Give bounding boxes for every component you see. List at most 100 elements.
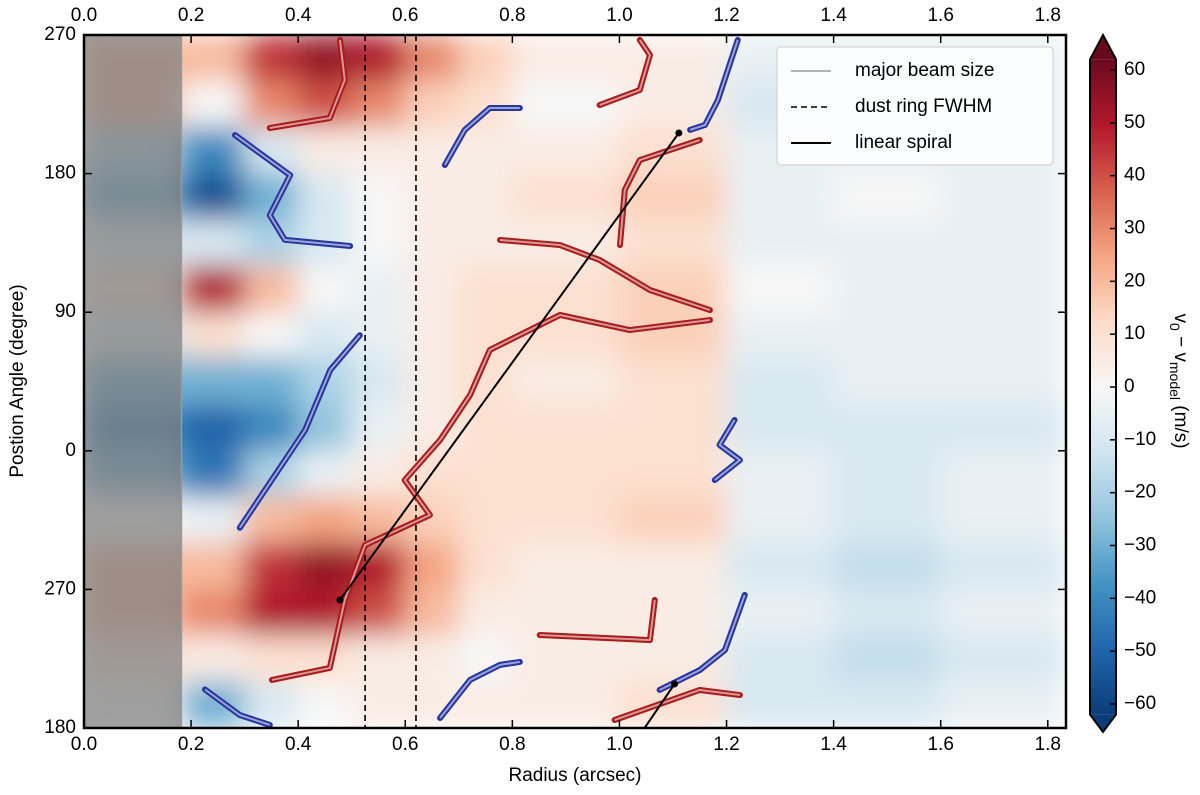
plot-frame: [82, 33, 1068, 730]
heatmap-cell: [511, 635, 620, 683]
heatmap-cell: [511, 126, 620, 175]
heatmap-cell: [351, 126, 406, 175]
heatmap-cell: [180, 542, 246, 590]
heatmap-cell: [458, 496, 513, 544]
heatmap-cell: [618, 450, 728, 498]
colorbar-outline: [1089, 32, 1117, 734]
heatmap-cell: [351, 681, 406, 728]
heatmap-cell: [940, 404, 1066, 452]
heatmap-cell: [244, 311, 299, 359]
heatmap-cell: [618, 265, 728, 313]
heatmap-cell: [833, 635, 942, 683]
contour-inner: [234, 134, 351, 247]
heatmap-cell: [404, 311, 460, 359]
label-part: 0: [1167, 323, 1183, 331]
colorbar-extend-top: [1090, 35, 1116, 60]
y-tick-label: 180: [44, 717, 76, 738]
contour-inner: [238, 334, 361, 529]
colorbar-tick-label: −50: [1124, 640, 1156, 661]
heatmap-cell: [940, 311, 1066, 359]
contour-inner: [204, 688, 271, 726]
heatmap-cell: [833, 265, 942, 313]
heatmap-cell: [244, 404, 299, 452]
heatmap-cell: [618, 173, 728, 221]
heatmap-cell: [833, 496, 942, 544]
contour-inner: [614, 688, 741, 721]
heatmap-cell: [940, 542, 1066, 590]
heatmap-cell: [180, 450, 246, 498]
x-tick-label: 0.8: [499, 734, 525, 755]
x-tick-label-top: 0.2: [178, 5, 204, 26]
colorbar-label: v0 − vmodel (m/s): [1167, 313, 1191, 448]
heatmap-cell: [180, 219, 246, 267]
x-tick-label: 1.8: [1035, 734, 1061, 755]
x-tick-label-top: 0.0: [71, 5, 97, 26]
heatmap-cell: [404, 80, 460, 128]
heatmap-cell: [244, 496, 299, 544]
x-tick-label: 0.0: [71, 734, 97, 755]
colorbar-tick-label: 20: [1124, 270, 1145, 291]
heatmap-cell: [244, 35, 299, 82]
heatmap-cell: [940, 681, 1066, 728]
heatmap-cell: [940, 450, 1066, 498]
heatmap-cell: [180, 404, 246, 452]
heatmap-cell: [833, 681, 942, 728]
contour-inner: [618, 139, 701, 246]
x-tick-label-top: 0.8: [499, 5, 525, 26]
heatmap-cell: [511, 173, 620, 221]
spiral-end: [675, 129, 683, 137]
heatmap-cell: [940, 588, 1066, 637]
heatmap-cell: [458, 35, 513, 82]
x-tick-label-top: 0.4: [285, 5, 312, 26]
x-tick-label: 1.6: [927, 734, 953, 755]
contour-inner: [659, 594, 746, 691]
label-part: − v: [1170, 331, 1191, 363]
heatmap-cell: [244, 450, 299, 498]
spiral-line: [339, 132, 680, 601]
colorbar-tick-label: −10: [1124, 429, 1156, 450]
heatmap-cell: [297, 542, 353, 590]
heatmap-cell: [351, 357, 406, 406]
colorbar-tick-label: 10: [1124, 323, 1145, 344]
heatmap-cell: [726, 404, 835, 452]
x-tick-label-top: 1.8: [1035, 5, 1061, 26]
heatmap-cell: [726, 357, 835, 406]
heatmap-cell: [833, 311, 942, 359]
heatmap-cell: [511, 496, 620, 544]
heatmap-cell: [351, 80, 406, 128]
heatmap-cell: [511, 542, 620, 590]
heatmap-cell: [180, 588, 246, 637]
heatmap-cell: [244, 80, 299, 128]
heatmap-cell: [404, 357, 460, 406]
y-tick-label: 270: [44, 24, 76, 45]
heatmap-cell: [726, 496, 835, 544]
x-tick-label: 0.4: [285, 734, 312, 755]
heatmap-cell: [618, 219, 728, 267]
heatmap-cell: [404, 635, 460, 683]
contour-inner: [689, 39, 739, 131]
heatmap-cell: [940, 265, 1066, 313]
label-part: (m/s): [1170, 400, 1191, 449]
heatmap-cell: [244, 357, 299, 406]
heatmap-cell: [511, 450, 620, 498]
beam-mask: [84, 35, 182, 728]
colorbar-tick-label: 40: [1124, 165, 1145, 186]
heatmap-cell: [458, 681, 513, 728]
colorbar-tick-label: 30: [1124, 218, 1145, 239]
heatmap-cell: [458, 265, 513, 313]
heatmap-cell: [404, 542, 460, 590]
heatmap-cell: [618, 588, 728, 637]
x-tick-label: 1.4: [820, 734, 847, 755]
heatmap-cell: [833, 450, 942, 498]
heatmap-cell: [618, 496, 728, 544]
heatmap-cell: [511, 357, 620, 406]
heatmap-cell: [511, 35, 620, 82]
heatmap-cell: [458, 450, 513, 498]
heatmap-cell: [618, 357, 728, 406]
heatmap-cell: [940, 173, 1066, 221]
heatmap-cell: [833, 588, 942, 637]
contour-inner: [499, 238, 711, 311]
heatmap-cell: [351, 635, 406, 683]
heatmap-cell: [180, 265, 246, 313]
